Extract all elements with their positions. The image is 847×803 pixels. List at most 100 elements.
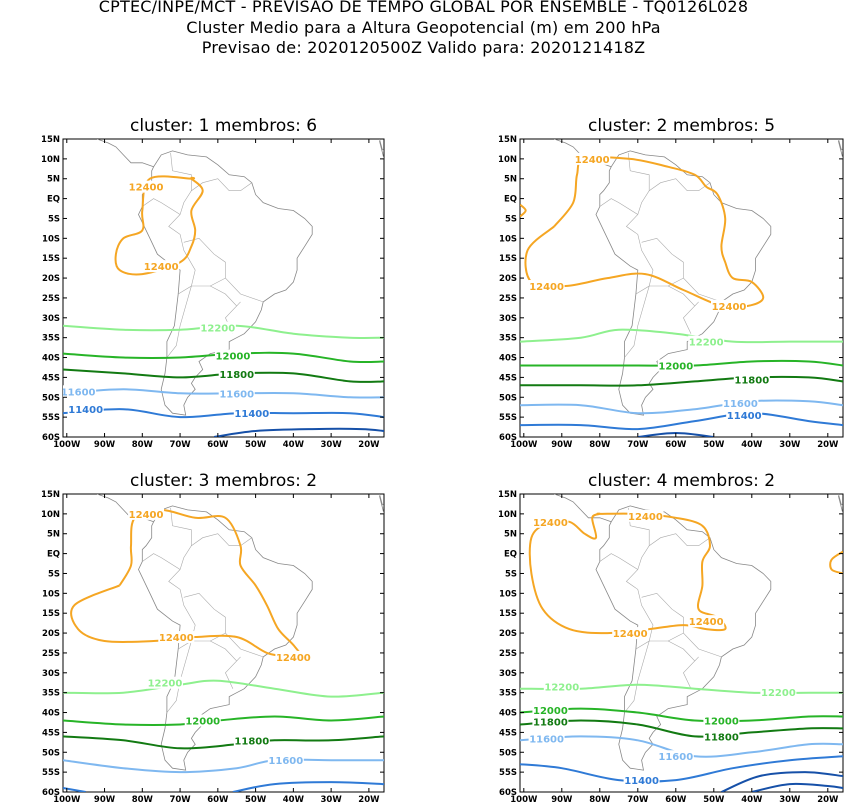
lon-tick-label: 20W: [358, 440, 380, 450]
country-border: [225, 277, 264, 303]
contour-label-bg: [688, 615, 725, 628]
lon-tick-label: 30W: [779, 795, 801, 803]
lat-tick-label: 15N: [41, 490, 60, 500]
lat-tick-label: 10N: [41, 155, 60, 165]
contour-label: 12200: [148, 679, 183, 690]
lat-tick-label: 25S: [42, 294, 60, 304]
contour-label: 11800: [234, 736, 269, 747]
contour-label: 12400: [575, 155, 610, 166]
lon-tick-label: 100W: [510, 440, 538, 450]
lon-tick-label: 50W: [703, 795, 725, 803]
lon-tick-label: 50W: [245, 795, 267, 803]
contour-label: 12400: [712, 302, 747, 313]
lon-tick-label: 30W: [779, 440, 801, 450]
coastline: [595, 150, 772, 416]
lon-tick-label: 90W: [551, 440, 573, 450]
contour-label: 12400: [689, 617, 724, 628]
lat-tick-label: 25S: [42, 649, 60, 659]
contour-label: 11800: [533, 718, 568, 729]
chart-title-line3: Previsao de: 2020120500Z Valido para: 20…: [201, 38, 646, 57]
lat-tick-label: 15S: [499, 609, 517, 619]
panel-title: cluster: 4 membros: 2: [588, 471, 775, 491]
lon-tick-label: 60W: [207, 795, 229, 803]
contour-label: 11400: [727, 411, 762, 422]
coastline-central-america: [96, 139, 154, 168]
lat-tick-label: EQ: [47, 550, 60, 560]
lat-tick-label: 25S: [499, 649, 517, 659]
contour-label-bg: [760, 685, 797, 698]
contour-label-bg: [184, 714, 221, 727]
lon-tick-label: 80W: [589, 440, 611, 450]
lat-tick-label: 30S: [499, 314, 517, 324]
cluster-panel-1: cluster: 1 membros: 6 12400 12400 12200 1200…: [41, 116, 385, 450]
country-border: [191, 533, 252, 546]
lon-tick-label: 20W: [817, 440, 839, 450]
lat-tick-label: 20S: [499, 629, 517, 639]
contour-label: 11400: [234, 409, 269, 420]
contour-11400: [232, 781, 384, 792]
lat-tick-label: 15N: [498, 490, 517, 500]
contour-label: 11800: [734, 375, 769, 386]
contour-label-bg: [688, 335, 725, 348]
country-border: [210, 285, 241, 334]
lat-tick-label: 45S: [42, 373, 60, 383]
country-border: [599, 198, 638, 215]
lat-tick-label: 60S: [42, 433, 60, 443]
country-border: [625, 152, 654, 295]
contour-label-bg: [63, 385, 97, 398]
contour-label: 12200: [200, 324, 235, 335]
contour-label-bg: [528, 732, 565, 745]
country-border: [649, 178, 711, 191]
contour-label: 12400: [144, 262, 179, 273]
country-border: [210, 640, 241, 689]
lat-tick-label: 30S: [42, 314, 60, 324]
lon-tick-label: 90W: [551, 795, 573, 803]
lat-tick-label: 40S: [499, 709, 517, 719]
country-border: [191, 178, 252, 191]
lat-tick-label: 35S: [499, 689, 517, 699]
lat-tick-label: 30S: [42, 669, 60, 679]
contour-12000: [520, 707, 843, 723]
contour-label: 12200: [689, 338, 724, 349]
contour-label-bg: [218, 387, 255, 400]
contour-label: 11600: [268, 756, 303, 767]
contour-label: 11600: [723, 399, 758, 410]
lon-tick-label: 100W: [53, 795, 81, 803]
contour-label-bg: [143, 260, 180, 273]
contour-label: 12400: [129, 183, 164, 194]
contour-label: 12000: [704, 716, 739, 727]
contour-12400: [520, 203, 527, 218]
contour-label-bg: [623, 774, 660, 787]
country-border: [649, 533, 711, 546]
contour-label-bg: [612, 627, 649, 640]
coastline: [138, 505, 313, 771]
lat-tick-label: 25S: [499, 294, 517, 304]
contour-label-bg: [722, 397, 759, 410]
chart-title-line1: CPTEC/INPE/MCT - PREVISAO DE TEMPO GLOBA…: [98, 0, 749, 16]
contour-12200: [520, 328, 843, 344]
lat-tick-label: 50S: [42, 393, 60, 403]
lat-tick-label: 60S: [499, 433, 517, 443]
contour-label-bg: [703, 714, 740, 727]
country-border: [624, 640, 650, 713]
panel-title: cluster: 3 membros: 2: [130, 471, 317, 491]
contour-label: 12000: [216, 352, 251, 363]
lon-tick-label: 60W: [665, 440, 687, 450]
lat-tick-label: 55S: [42, 413, 60, 423]
lon-tick-label: 50W: [245, 440, 267, 450]
contour-11200: [721, 771, 843, 792]
panel-title: cluster: 2 membros: 5: [588, 116, 775, 136]
country-border: [624, 285, 650, 358]
contour-label: 12400: [276, 653, 311, 664]
lon-tick-label: 20W: [358, 795, 380, 803]
contour-label: 12000: [658, 361, 693, 372]
lat-tick-label: 10N: [41, 510, 60, 520]
lat-tick-label: EQ: [504, 550, 517, 560]
contour-label-bg: [532, 715, 569, 728]
contour-label-bg: [233, 407, 270, 420]
lat-tick-label: 40S: [42, 354, 60, 364]
contour-label-bg: [532, 515, 569, 528]
lat-tick-label: 15S: [42, 254, 60, 264]
lat-tick-label: 20S: [42, 274, 60, 284]
coastline-africa: [838, 139, 843, 160]
